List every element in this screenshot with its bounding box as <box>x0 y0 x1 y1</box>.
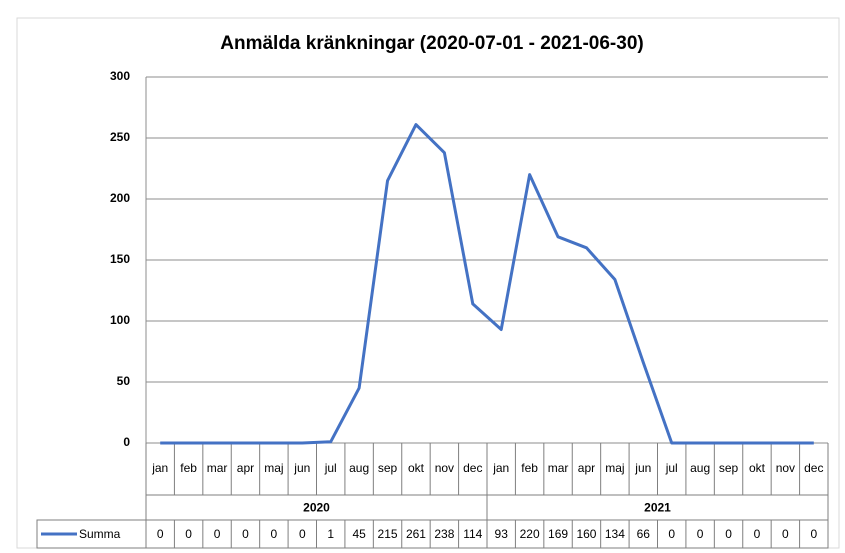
y-tick-label: 0 <box>123 435 130 449</box>
x-tick-label: nov <box>435 461 454 475</box>
data-table-value: 238 <box>434 527 454 541</box>
data-table-value: 0 <box>299 527 306 541</box>
x-tick-label: feb <box>521 461 538 475</box>
x-tick-label: okt <box>749 461 766 475</box>
x-tick-label: apr <box>237 461 254 475</box>
x-tick-label: jan <box>492 461 509 475</box>
x-tick-label: sep <box>719 461 739 475</box>
x-tick-label: maj <box>605 461 624 475</box>
chart-title: Anmälda kränkningar (2020-07-01 - 2021-0… <box>220 33 643 54</box>
x-tick-label: okt <box>408 461 425 475</box>
x-tick-label: nov <box>776 461 795 475</box>
data-table-value: 66 <box>637 527 651 541</box>
data-table-value: 0 <box>185 527 192 541</box>
x-tick-label: jul <box>665 461 678 475</box>
x-tick-label: dec <box>804 461 823 475</box>
group-label: 2020 <box>303 501 330 515</box>
x-tick-label: dec <box>463 461 482 475</box>
y-tick-label: 200 <box>110 191 130 205</box>
data-table-value: 0 <box>242 527 249 541</box>
data-table-value: 1 <box>327 527 334 541</box>
legend-label: Summa <box>79 527 121 541</box>
x-tick-label: apr <box>578 461 595 475</box>
data-table-value: 160 <box>576 527 596 541</box>
y-tick-label: 300 <box>110 69 130 83</box>
y-tick-label: 100 <box>110 313 130 327</box>
y-tick-label: 250 <box>110 130 130 144</box>
x-tick-label: maj <box>264 461 283 475</box>
data-table-value: 0 <box>697 527 704 541</box>
data-table-value: 0 <box>725 527 732 541</box>
data-table-value: 0 <box>668 527 675 541</box>
data-table-value: 0 <box>157 527 164 541</box>
group-label: 2021 <box>644 501 671 515</box>
x-tick-label: mar <box>548 461 569 475</box>
line-series <box>160 123 814 445</box>
x-tick-label: sep <box>378 461 398 475</box>
chart-frame <box>16 17 840 549</box>
data-table-value: 220 <box>520 527 540 541</box>
data-table-value: 261 <box>406 527 426 541</box>
y-tick-label: 150 <box>110 252 130 266</box>
data-table-value: 0 <box>782 527 789 541</box>
x-tick-label: jun <box>293 461 310 475</box>
data-table-value: 215 <box>378 527 398 541</box>
data-table-value: 45 <box>352 527 366 541</box>
data-table-value: 134 <box>605 527 625 541</box>
data-table-row <box>36 519 829 549</box>
x-tick-label: jan <box>151 461 168 475</box>
x-tick-label: mar <box>207 461 228 475</box>
x-tick-label: jul <box>324 461 337 475</box>
x-tick-label: jun <box>634 461 651 475</box>
x-tick-label: aug <box>690 461 710 475</box>
y-tick-label: 50 <box>117 374 131 388</box>
x-tick-label: aug <box>349 461 369 475</box>
data-table-value: 0 <box>271 527 278 541</box>
data-table-value: 93 <box>495 527 509 541</box>
data-table-value: 114 <box>463 527 482 541</box>
data-table-value: 169 <box>548 527 568 541</box>
data-table-value: 0 <box>810 527 817 541</box>
data-table-value: 0 <box>754 527 761 541</box>
x-tick-label: feb <box>180 461 197 475</box>
data-table-value: 0 <box>214 527 221 541</box>
